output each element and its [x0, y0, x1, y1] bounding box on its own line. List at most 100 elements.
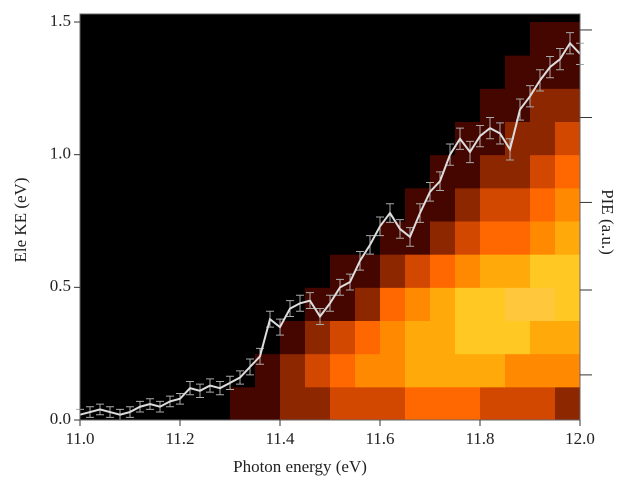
- heatmap-cell: [155, 221, 181, 255]
- heatmap-cell: [155, 121, 181, 156]
- heatmap-cell: [230, 320, 256, 355]
- heatmap-cell: [205, 121, 231, 156]
- heatmap-cell: [405, 154, 431, 189]
- heatmap-cell: [255, 287, 281, 321]
- heatmap-cell: [405, 221, 431, 255]
- heatmap-cell: [155, 55, 181, 89]
- heatmap-cell: [380, 154, 406, 189]
- heatmap-cell: [330, 386, 356, 421]
- heatmap-cell: [455, 254, 481, 288]
- heatmap-cell: [430, 254, 456, 288]
- heatmap-cell: [305, 353, 331, 388]
- heatmap-cell: [130, 353, 156, 388]
- heatmap-cell: [555, 154, 581, 189]
- heatmap-cell: [230, 221, 256, 255]
- heatmap-cell: [455, 221, 481, 255]
- heatmap-cell: [530, 55, 556, 89]
- heatmap-cell: [555, 287, 581, 321]
- heatmap-cell: [405, 22, 431, 56]
- heatmap-cell: [280, 154, 306, 189]
- heatmap-cell: [105, 88, 131, 122]
- heatmap-cell: [530, 154, 556, 189]
- x-tick-label: 11.6: [365, 429, 394, 448]
- heatmap-cell: [105, 254, 131, 288]
- heatmap-cell: [330, 320, 356, 355]
- heatmap-cell: [280, 221, 306, 255]
- heatmap-cell: [505, 386, 531, 421]
- heatmap-cell: [480, 254, 506, 288]
- heatmap-cell: [205, 22, 231, 56]
- heatmap-cell: [205, 154, 231, 189]
- heatmap-cell: [505, 320, 531, 355]
- heatmap-cell: [305, 320, 331, 355]
- heatmap-cell: [430, 221, 456, 255]
- heatmap-cell: [280, 55, 306, 89]
- heatmap-cell: [455, 187, 481, 222]
- plot-frame: [79, 13, 581, 421]
- heatmap-cell: [105, 320, 131, 355]
- heatmap-cell: [80, 254, 106, 288]
- heatmap-cell: [80, 353, 106, 388]
- heatmap-cell: [430, 22, 456, 56]
- x-tick-label: 11.0: [65, 429, 94, 448]
- heatmap-cell: [205, 187, 231, 222]
- heatmap-cell: [430, 320, 456, 355]
- heatmap-cell: [555, 187, 581, 222]
- heatmap-cell: [355, 22, 381, 56]
- heatmap-cell: [180, 221, 206, 255]
- heatmap-cell: [430, 55, 456, 89]
- heatmap-cell: [205, 320, 231, 355]
- heatmap-cell: [405, 353, 431, 388]
- heatmap-cell: [180, 187, 206, 222]
- heatmap-cell: [380, 287, 406, 321]
- heatmap-cell: [355, 187, 381, 222]
- heatmap-cell: [455, 320, 481, 355]
- heatmap-cell: [105, 187, 131, 222]
- heatmap-cell: [205, 55, 231, 89]
- heatmap-cell: [230, 254, 256, 288]
- heatmap-cell: [530, 353, 556, 388]
- heatmap-cell: [255, 386, 281, 421]
- heatmap-cell: [155, 287, 181, 321]
- heatmap-cell: [305, 187, 331, 222]
- heatmap-cell: [230, 121, 256, 156]
- heatmap-cell: [430, 88, 456, 122]
- heatmap-cell: [180, 287, 206, 321]
- heatmap-cell: [480, 22, 506, 56]
- heatmap-cell: [305, 221, 331, 255]
- heatmap-cell: [480, 154, 506, 189]
- heatmap-cell: [280, 254, 306, 288]
- heatmap-cell: [255, 88, 281, 122]
- heatmap-cell: [555, 221, 581, 255]
- heatmap-cell: [505, 287, 531, 321]
- heatmap-cell: [405, 254, 431, 288]
- heatmap-cell: [330, 187, 356, 222]
- heatmap-cell: [80, 221, 106, 255]
- heatmap-cell: [155, 353, 181, 388]
- heatmap-cell: [555, 254, 581, 288]
- heatmap-cell: [155, 88, 181, 122]
- heatmap-cell: [255, 254, 281, 288]
- heatmap-cell: [505, 55, 531, 89]
- heatmap-cell: [555, 353, 581, 388]
- heatmap-cell: [155, 22, 181, 56]
- heatmap-cell: [555, 88, 581, 122]
- heatmap-cell: [330, 55, 356, 89]
- heatmap-cell: [480, 55, 506, 89]
- heatmap-cell: [405, 287, 431, 321]
- heatmap-cell: [505, 221, 531, 255]
- heatmap-cell: [280, 22, 306, 56]
- heatmap-cell: [180, 154, 206, 189]
- y-tick-label: 0.0: [50, 409, 71, 428]
- heatmap-cell: [205, 254, 231, 288]
- heatmap-cell: [380, 55, 406, 89]
- heatmap-cell: [230, 22, 256, 56]
- heatmap-cell: [180, 320, 206, 355]
- heatmap-cell: [380, 22, 406, 56]
- heatmap-cell: [530, 320, 556, 355]
- heatmap-cell: [305, 88, 331, 122]
- heatmap-cell: [355, 353, 381, 388]
- heatmap-cell: [480, 88, 506, 122]
- y-tick-label: 1.5: [50, 11, 71, 30]
